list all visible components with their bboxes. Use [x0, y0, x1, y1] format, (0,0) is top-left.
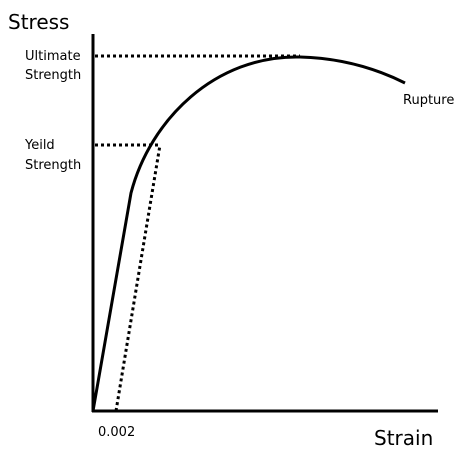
y-axis-label: Stress: [8, 10, 69, 34]
stress-strain-curve: [91, 55, 406, 412]
yield-label: Strength: [25, 158, 81, 173]
rupture-label: Rupture: [403, 93, 454, 108]
offset-line: [114, 144, 162, 412]
x-axis-label: Strain: [374, 426, 433, 450]
ultimate-label: Ultimate: [25, 49, 81, 64]
offset-label: 0.002: [98, 425, 135, 440]
ultimate-label: Strength: [25, 68, 81, 83]
yield-label: Yeild: [24, 138, 55, 153]
